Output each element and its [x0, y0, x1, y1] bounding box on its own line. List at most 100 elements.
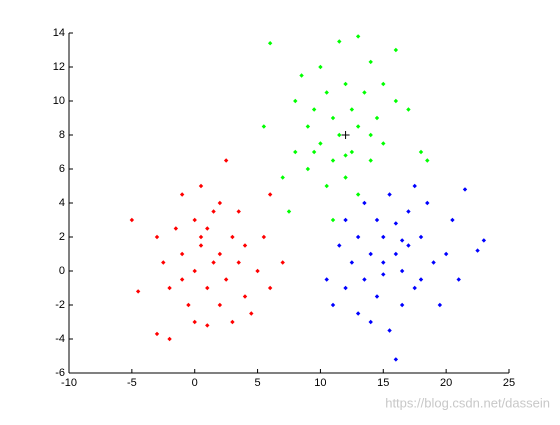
point	[217, 251, 223, 257]
point	[324, 277, 329, 282]
point	[343, 285, 348, 291]
point	[399, 238, 405, 243]
point	[349, 149, 355, 155]
x-tick-label: -5	[127, 377, 137, 389]
point	[355, 124, 361, 129]
point	[242, 294, 248, 299]
x-tick-label: 25	[503, 377, 515, 389]
point	[343, 81, 348, 87]
point	[362, 277, 367, 282]
point	[211, 260, 216, 265]
point	[425, 200, 430, 206]
point	[475, 248, 480, 253]
point	[167, 336, 172, 342]
point	[406, 209, 411, 214]
point	[362, 200, 367, 206]
point	[161, 260, 166, 265]
point	[462, 187, 468, 192]
point	[337, 39, 342, 44]
point	[280, 175, 285, 180]
y-tick-label: 6	[59, 163, 65, 175]
point	[230, 234, 235, 240]
point	[381, 81, 386, 87]
point	[318, 141, 323, 146]
y-tick-label: 0	[59, 265, 65, 277]
point	[217, 302, 223, 308]
point	[179, 277, 185, 282]
point	[205, 285, 210, 291]
point	[393, 357, 399, 362]
point	[368, 319, 373, 325]
point	[418, 277, 424, 282]
point	[381, 141, 386, 146]
point	[343, 153, 348, 158]
point	[355, 234, 361, 240]
point	[406, 243, 411, 248]
point	[337, 243, 342, 248]
point	[387, 192, 392, 197]
point	[456, 277, 461, 282]
point	[280, 260, 285, 265]
point	[267, 285, 273, 291]
point	[223, 277, 229, 282]
point	[374, 115, 380, 121]
point	[412, 183, 417, 189]
point	[381, 234, 386, 240]
point	[299, 73, 304, 78]
y-tick-label: 4	[59, 197, 65, 209]
point	[362, 90, 367, 95]
point	[192, 268, 197, 274]
point	[412, 285, 417, 291]
point	[198, 234, 204, 240]
point	[399, 268, 405, 274]
point	[179, 192, 185, 197]
point	[311, 107, 317, 112]
point	[236, 260, 241, 265]
point	[179, 251, 185, 257]
point	[343, 175, 348, 180]
point	[349, 107, 355, 112]
point	[330, 217, 336, 223]
point	[261, 234, 267, 240]
point	[205, 323, 210, 328]
point	[230, 319, 235, 325]
point	[217, 200, 223, 206]
point	[393, 47, 399, 53]
y-tick-label: 2	[59, 231, 65, 243]
point	[267, 41, 273, 46]
point	[349, 260, 355, 265]
point	[355, 192, 361, 197]
y-tick-label: -4	[55, 333, 65, 345]
point	[406, 107, 411, 112]
point	[186, 302, 191, 308]
point	[418, 234, 424, 240]
point	[318, 64, 323, 70]
point	[261, 124, 267, 129]
point	[431, 260, 436, 265]
point	[393, 98, 399, 104]
point	[223, 158, 229, 163]
point	[154, 331, 160, 337]
point	[343, 217, 348, 223]
point	[173, 226, 179, 231]
y-tick-label: -6	[55, 367, 65, 379]
point	[368, 132, 373, 138]
y-tick-label: 10	[53, 95, 65, 107]
point	[267, 192, 273, 197]
point	[293, 149, 298, 155]
point	[198, 183, 204, 189]
point	[293, 98, 298, 104]
x-tick-label: 15	[377, 377, 389, 389]
point	[330, 158, 336, 163]
point	[324, 183, 329, 189]
point	[305, 166, 311, 172]
point	[255, 268, 260, 274]
x-tick-label: -10	[61, 377, 77, 389]
point	[236, 209, 241, 214]
point	[324, 90, 329, 95]
point	[205, 226, 210, 231]
point	[311, 149, 317, 155]
point	[368, 251, 373, 257]
